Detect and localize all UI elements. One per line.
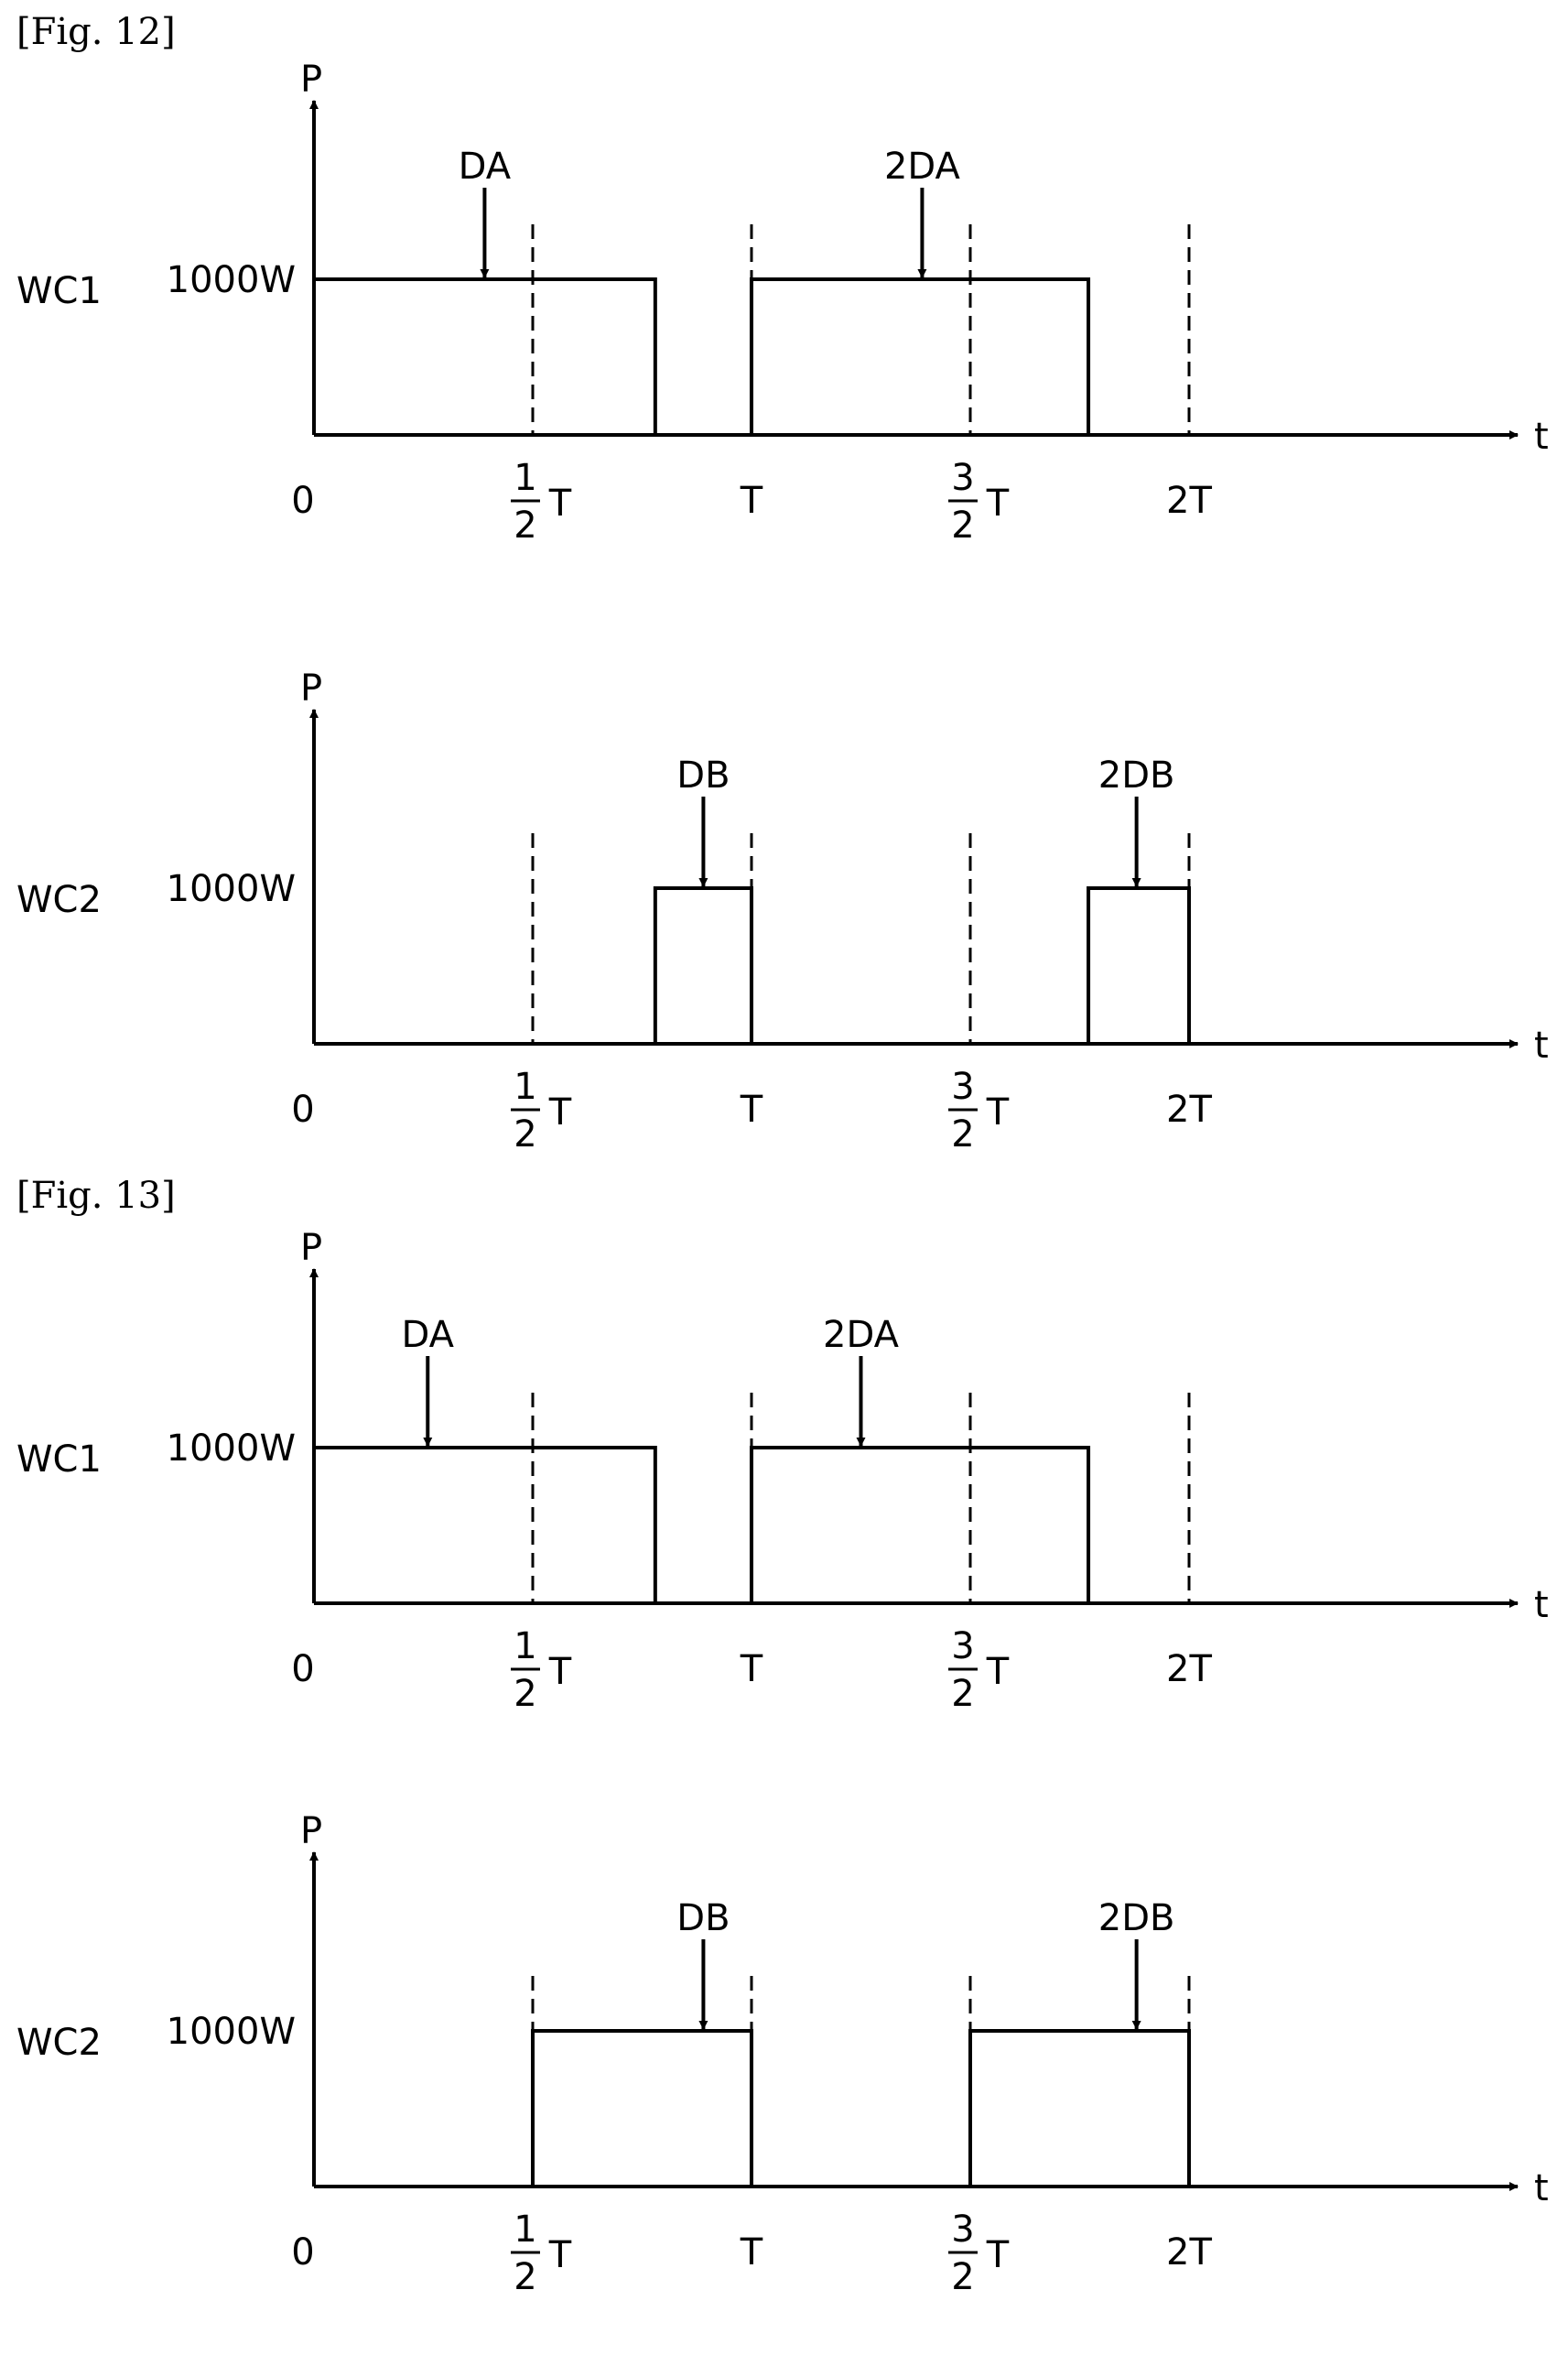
x-tick-num-1: 1 bbox=[514, 1625, 536, 1667]
power-pulse-0 bbox=[653, 886, 753, 1044]
x-tick-den-1: 2 bbox=[514, 2256, 536, 2298]
y-axis-label: P bbox=[300, 667, 322, 710]
fig-12-label: [Fig. 12] bbox=[16, 11, 176, 53]
power-pulse-1 bbox=[750, 277, 1091, 435]
x-tick-den-3: 2 bbox=[951, 2256, 974, 2298]
x-tick-den-3: 2 bbox=[951, 1673, 974, 1715]
x-tick-den-1: 2 bbox=[514, 505, 536, 547]
power-pulse-1 bbox=[1087, 886, 1191, 1044]
x-tick-num-3: 3 bbox=[951, 1066, 974, 1108]
power-pulse-0 bbox=[312, 277, 657, 435]
power-pulse-0 bbox=[312, 1446, 657, 1603]
x-tick-suffix-1: T bbox=[548, 1651, 572, 1693]
x-tick-label-0: 0 bbox=[291, 1648, 314, 1690]
x-tick-suffix-3: T bbox=[986, 483, 1010, 525]
x-tick-suffix-1: T bbox=[548, 1091, 572, 1134]
x-axis-label: t bbox=[1534, 416, 1549, 458]
x-tick-label-2: T bbox=[740, 480, 763, 522]
level-label: 1000W bbox=[167, 259, 296, 301]
x-tick-num-1: 1 bbox=[514, 2208, 536, 2251]
x-axis-label: t bbox=[1534, 1584, 1549, 1626]
marker-label-0: DA bbox=[402, 1314, 455, 1356]
x-tick-label-4: 2T bbox=[1166, 1648, 1212, 1690]
marker-label-1: 2DB bbox=[1098, 1897, 1175, 1939]
x-tick-label-4: 2T bbox=[1166, 1089, 1212, 1131]
x-tick-num-3: 3 bbox=[951, 1625, 974, 1667]
x-tick-label-4: 2T bbox=[1166, 480, 1212, 522]
x-tick-den-3: 2 bbox=[951, 505, 974, 547]
row-label: WC2 bbox=[16, 879, 102, 921]
x-axis-label: t bbox=[1534, 1025, 1549, 1067]
level-label: 1000W bbox=[167, 2011, 296, 2053]
x-tick-label-4: 2T bbox=[1166, 2231, 1212, 2274]
x-tick-suffix-3: T bbox=[986, 2234, 1010, 2276]
row-label: WC1 bbox=[16, 1438, 102, 1481]
fig-13-label: [Fig. 13] bbox=[16, 1175, 176, 1217]
x-tick-num-1: 1 bbox=[514, 457, 536, 499]
x-axis-label: t bbox=[1534, 2167, 1549, 2209]
marker-label-0: DA bbox=[459, 146, 512, 188]
x-tick-den-1: 2 bbox=[514, 1673, 536, 1715]
y-axis-label: P bbox=[300, 59, 322, 101]
marker-label-1: 2DB bbox=[1098, 754, 1175, 797]
marker-label-0: DB bbox=[676, 754, 730, 797]
power-pulse-1 bbox=[750, 1446, 1091, 1603]
y-axis-label: P bbox=[300, 1810, 322, 1852]
x-tick-label-2: T bbox=[740, 1648, 763, 1690]
marker-label-0: DB bbox=[676, 1897, 730, 1939]
x-tick-suffix-3: T bbox=[986, 1651, 1010, 1693]
x-tick-suffix-3: T bbox=[986, 1091, 1010, 1134]
power-pulse-1 bbox=[968, 2029, 1191, 2187]
level-label: 1000W bbox=[167, 868, 296, 910]
x-tick-suffix-1: T bbox=[548, 2234, 572, 2276]
x-tick-label-2: T bbox=[740, 2231, 763, 2274]
x-tick-label-2: T bbox=[740, 1089, 763, 1131]
x-tick-num-3: 3 bbox=[951, 457, 974, 499]
x-tick-den-1: 2 bbox=[514, 1113, 536, 1156]
x-tick-suffix-1: T bbox=[548, 483, 572, 525]
x-tick-label-0: 0 bbox=[291, 1089, 314, 1131]
row-label: WC1 bbox=[16, 270, 102, 312]
level-label: 1000W bbox=[167, 1427, 296, 1470]
x-tick-label-0: 0 bbox=[291, 2231, 314, 2274]
marker-label-1: 2DA bbox=[884, 146, 961, 188]
row-label: WC2 bbox=[16, 2022, 102, 2064]
x-tick-num-1: 1 bbox=[514, 1066, 536, 1108]
x-tick-den-3: 2 bbox=[951, 1113, 974, 1156]
power-pulse-0 bbox=[531, 2029, 753, 2187]
x-tick-num-3: 3 bbox=[951, 2208, 974, 2251]
y-axis-label: P bbox=[300, 1227, 322, 1269]
x-tick-label-0: 0 bbox=[291, 480, 314, 522]
marker-label-1: 2DA bbox=[823, 1314, 900, 1356]
